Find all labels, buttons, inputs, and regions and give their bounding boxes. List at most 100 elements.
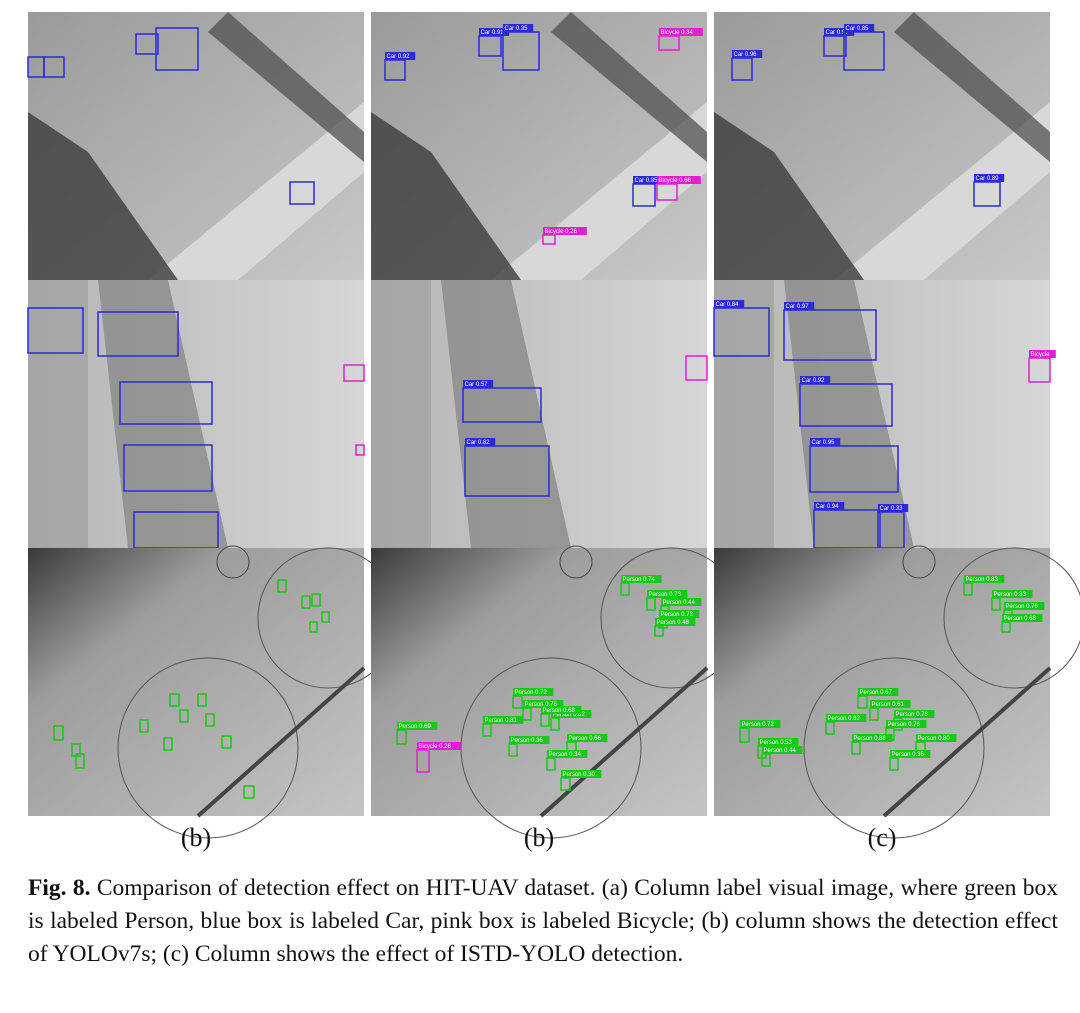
label-bg: [657, 176, 701, 184]
detection-box: [119, 381, 213, 425]
tree-row: [551, 12, 707, 162]
label-bg: [916, 734, 957, 742]
caption-label: Fig. 8.: [28, 875, 91, 901]
label-bg: [714, 300, 745, 308]
panel: Car 0.57 Car 0.82: [371, 280, 708, 548]
detection-box: [799, 383, 893, 427]
detection-label: Person 0.81: [485, 718, 518, 724]
panel: Person 0.83 Person 0.83 Person 0.76 Person …: [714, 545, 1080, 839]
detection-label: Person 0.82: [553, 712, 586, 718]
label-bg: [858, 688, 899, 696]
detection-box: [343, 364, 365, 382]
road-edge: [28, 280, 88, 548]
detection-box: [75, 753, 85, 769]
detection-label: Bicycle: [1031, 352, 1051, 358]
detection-box: [783, 309, 877, 361]
label-bg: [886, 720, 927, 728]
label-bg: [659, 610, 700, 618]
photo: [28, 548, 364, 816]
detection-label: Car 0.95: [812, 440, 836, 446]
label-bg: [974, 174, 1005, 182]
caption: Fig. 8. Comparison of detection effect o…: [28, 872, 1058, 971]
detection-box: [139, 719, 149, 733]
detection-label: Person 0.36: [511, 738, 544, 744]
tree-shadow: [28, 112, 178, 280]
detection-box: [53, 725, 64, 741]
detection-box: [123, 444, 213, 492]
court-circle: [460, 657, 642, 839]
label-bg: [479, 28, 510, 36]
label-bg: [800, 376, 831, 384]
panel: Car 0.84 Car 0.97 Car 0.92 Car 0.95 Car 0.94…: [713, 280, 1056, 549]
detection-label: Car 0.35: [505, 26, 529, 32]
detection-label: Person 0.53: [760, 740, 793, 746]
label-bg: [1004, 602, 1045, 610]
detection-box: [163, 737, 173, 751]
detection-label: Person 0.44: [663, 600, 696, 606]
column-label: (c): [868, 823, 897, 852]
detection-label: Car 0.57: [465, 382, 489, 388]
detection-label: Person 0.78: [896, 712, 929, 718]
detection-box: [179, 709, 189, 723]
label-bg: [964, 575, 1005, 583]
road-strip: [834, 102, 1050, 280]
panel: [28, 545, 399, 839]
court-line: [196, 666, 366, 818]
road-edge: [714, 280, 774, 548]
label-bg: [824, 28, 855, 36]
label-bg: [661, 598, 702, 606]
panel: [27, 280, 365, 549]
detection-label: Person 0.72: [515, 690, 548, 696]
label-bg: [826, 714, 867, 722]
label-bg: [541, 706, 582, 714]
detection-box: [197, 693, 207, 707]
detection-label: Person 0.72: [742, 722, 775, 728]
panel: [27, 12, 364, 280]
detection-label: Bicycle 0.26: [545, 229, 578, 235]
road-edge: [371, 280, 431, 548]
kerb-strip: [441, 280, 571, 548]
column-label: (b): [524, 823, 554, 852]
label-bg: [463, 380, 494, 388]
detection-label: Person 0.48: [657, 620, 690, 626]
detection-label: Car 0.85: [635, 178, 659, 184]
detection-label: Person 0.36: [892, 752, 925, 758]
detection-box: [135, 33, 159, 55]
detection-label: Car 0.92: [387, 54, 411, 60]
detection-label: Bicycle 0.26: [419, 744, 452, 750]
detection-box: [309, 621, 318, 633]
detection-label: Person 0.76: [525, 702, 558, 708]
label-bg: [633, 176, 664, 184]
detection-label: Person 0.34: [549, 752, 582, 758]
detection-box: [685, 355, 708, 381]
detection-box: [289, 181, 315, 205]
detection-label: Person 0.76: [1006, 604, 1039, 610]
tree-row: [894, 12, 1050, 162]
detection-label: Car 0.97: [826, 30, 850, 36]
detection-label: Person 0.30: [563, 772, 596, 778]
detection-label: Person 0.73: [649, 592, 682, 598]
detection-box: [355, 444, 365, 456]
label-bg: [890, 750, 931, 758]
detection-box: [277, 579, 287, 593]
label-bg: [567, 734, 608, 742]
detection-label: Person 0.67: [860, 690, 893, 696]
detection-label: Person 0.68: [1004, 616, 1037, 622]
label-bg: [992, 590, 1033, 598]
label-bg: [483, 716, 524, 724]
detection-box: [301, 595, 311, 609]
column-label: (b): [181, 823, 211, 852]
label-bg: [621, 575, 662, 583]
detection-label: Car 0.94: [816, 504, 840, 510]
label-bg: [543, 227, 587, 235]
detection-label: Person 0.68: [543, 708, 576, 714]
detection-box: [97, 311, 179, 357]
detection-label: Car 0.92: [802, 378, 826, 384]
detection-box: [155, 27, 199, 71]
detection-label: Car 0.33: [880, 506, 904, 512]
court-circle: [803, 657, 985, 839]
kerb-strip: [98, 280, 228, 548]
court-line: [882, 666, 1052, 818]
detection-box: [809, 445, 899, 493]
